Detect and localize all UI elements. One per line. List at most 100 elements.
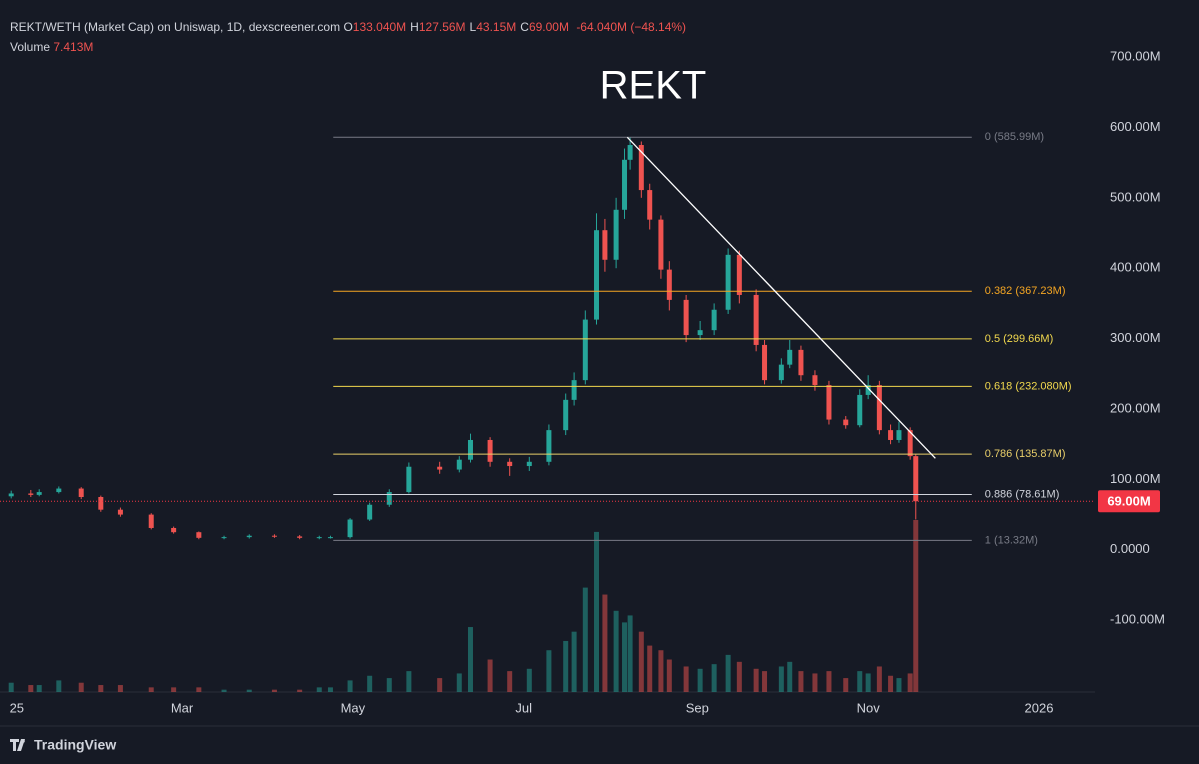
candle-body bbox=[762, 344, 768, 381]
volume-bar bbox=[487, 659, 493, 692]
fib-label: 0 (585.99M) bbox=[985, 131, 1044, 143]
candle-body bbox=[778, 364, 784, 381]
volume-bar bbox=[683, 666, 689, 692]
volume-bar bbox=[347, 680, 353, 692]
volume-bars bbox=[8, 520, 919, 692]
candle-body bbox=[571, 380, 577, 400]
volume-bar bbox=[697, 668, 703, 692]
fib-label: 0.5 (299.66M) bbox=[985, 333, 1053, 345]
candle-body bbox=[28, 493, 34, 495]
volume-bar bbox=[437, 678, 443, 692]
volume-bar bbox=[602, 594, 608, 692]
candle-body bbox=[907, 430, 913, 457]
candle-body bbox=[594, 230, 600, 320]
volume-bar bbox=[171, 687, 177, 692]
candle-body bbox=[271, 535, 277, 537]
fib-label: 1 (13.32M) bbox=[985, 534, 1038, 546]
change: -64.040M (−48.14%) bbox=[576, 20, 687, 34]
ohlc-fields: O133.040M H127.56M L43.15M C69.00M bbox=[343, 20, 573, 34]
brand-icon-dot bbox=[21, 739, 25, 743]
volume-bar bbox=[666, 659, 672, 692]
candle-body bbox=[725, 254, 731, 310]
fib-label: 0.382 (367.23M) bbox=[985, 285, 1066, 297]
volume-bar bbox=[563, 640, 569, 692]
x-tick-label: 25 bbox=[10, 700, 24, 715]
y-tick-label: 0.0000 bbox=[1110, 541, 1150, 556]
candle-body bbox=[711, 309, 717, 331]
candle-body bbox=[526, 461, 532, 467]
candles bbox=[8, 137, 919, 540]
volume-bar bbox=[467, 627, 473, 692]
fib-label: 0.618 (232.080M) bbox=[985, 380, 1072, 392]
candle-body bbox=[843, 419, 849, 426]
candle-body bbox=[697, 330, 703, 336]
field-value: 69.00M bbox=[528, 20, 569, 34]
volume-value: 7.413M bbox=[53, 40, 94, 54]
legend-row: REKT/WETH (Market Cap) on Uniswap, 1D, d… bbox=[10, 17, 686, 37]
volume-bar bbox=[98, 685, 104, 692]
candle-body bbox=[36, 492, 42, 495]
candle-body bbox=[812, 375, 818, 386]
volume-bar bbox=[56, 680, 62, 692]
candle-body bbox=[857, 394, 863, 426]
volume-bar bbox=[327, 687, 333, 692]
candle-body bbox=[647, 190, 653, 220]
field-key: H bbox=[410, 20, 419, 34]
candle-body bbox=[467, 439, 473, 460]
candle-body bbox=[638, 145, 644, 191]
volume-bar bbox=[594, 531, 600, 692]
trendline bbox=[626, 136, 936, 459]
volume-bar bbox=[526, 668, 532, 692]
field-value: 133.040M bbox=[352, 20, 407, 34]
brand-name: TradingView bbox=[34, 737, 116, 753]
field-value: 127.56M bbox=[418, 20, 466, 34]
candle-body bbox=[582, 319, 588, 381]
candle-body bbox=[683, 299, 689, 336]
volume-bar bbox=[622, 622, 628, 692]
candle-body bbox=[386, 492, 392, 505]
x-tick-label: May bbox=[341, 700, 366, 715]
y-tick-label: 700.00M bbox=[1110, 48, 1161, 63]
y-tick-label: 200.00M bbox=[1110, 400, 1161, 415]
volume-bar bbox=[367, 675, 373, 692]
candle-body bbox=[148, 514, 154, 528]
field-key: L bbox=[469, 20, 477, 34]
candle-body bbox=[171, 527, 177, 533]
volume-bar bbox=[857, 671, 863, 692]
candle-body bbox=[888, 430, 894, 440]
volume-bar bbox=[711, 664, 717, 692]
candle-body bbox=[865, 385, 871, 395]
brand-icon bbox=[10, 739, 25, 751]
candle-body bbox=[602, 230, 608, 260]
volume-bar bbox=[826, 671, 832, 692]
candle-body bbox=[316, 537, 322, 539]
y-tick-label: 600.00M bbox=[1110, 119, 1161, 134]
volume-bar bbox=[456, 673, 462, 692]
candle-body bbox=[798, 349, 804, 376]
volume-bar bbox=[571, 631, 577, 692]
y-tick-label: -100.00M bbox=[1110, 612, 1165, 627]
chart-title: REKT bbox=[600, 64, 707, 108]
volume-bar bbox=[28, 685, 34, 692]
candle-body bbox=[367, 504, 373, 520]
field-key: O bbox=[343, 20, 353, 34]
volume-bar bbox=[271, 689, 277, 692]
candle-body bbox=[327, 537, 333, 539]
x-tick-label: Mar bbox=[171, 700, 194, 715]
volume-bar bbox=[507, 671, 513, 692]
volume-bar bbox=[148, 687, 154, 692]
candle-body bbox=[56, 488, 62, 493]
candle-body bbox=[347, 519, 353, 538]
candle-body bbox=[666, 269, 672, 300]
volume-bar bbox=[753, 668, 759, 692]
candle-body bbox=[753, 294, 759, 345]
candle-body bbox=[78, 488, 84, 498]
field-value: 43.15M bbox=[476, 20, 517, 34]
volume-bar bbox=[627, 615, 633, 692]
candle-body bbox=[613, 209, 619, 260]
volume-bar bbox=[913, 520, 919, 692]
y-tick-label: 500.00M bbox=[1110, 189, 1161, 204]
candle-body bbox=[913, 456, 919, 502]
field-key: C bbox=[520, 20, 529, 34]
last-price-tag bbox=[1098, 490, 1160, 513]
